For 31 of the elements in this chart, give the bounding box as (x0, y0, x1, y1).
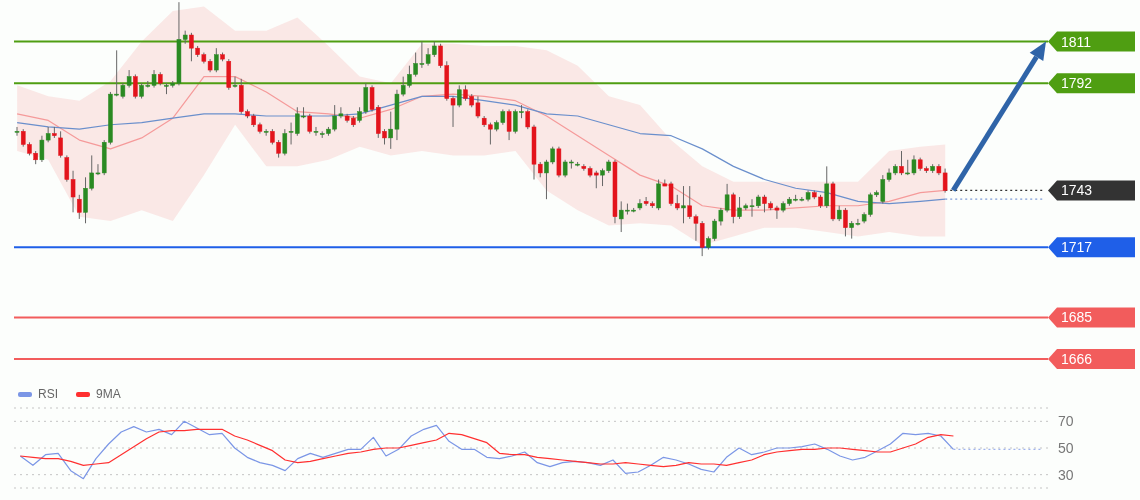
candlestick (899, 150, 904, 176)
candlestick (214, 47, 219, 73)
y-tick-label: 1792 (1061, 75, 1093, 92)
candlestick (232, 76, 238, 89)
candlestick (313, 126, 319, 137)
candlestick (731, 192, 736, 224)
line-series (16, 95, 946, 205)
candlestick (843, 207, 848, 237)
candlestick (681, 185, 686, 224)
y-tick-label: 1811 (1061, 33, 1092, 50)
legend-label: RSI (38, 387, 59, 401)
y-tick-label: 1666 (1061, 351, 1093, 368)
candlestick (14, 126, 20, 137)
y-tick-label: 30 (1058, 466, 1074, 483)
candlestick (506, 108, 512, 141)
candlestick (307, 113, 313, 135)
y-tick-label: 70 (1058, 413, 1074, 430)
candlestick (58, 130, 63, 159)
line-series (19, 420, 955, 480)
y-tick-label: 50 (1058, 440, 1074, 457)
y-tick-label: 1717 (1061, 239, 1093, 256)
legend-label: 9MA (96, 387, 121, 401)
y-tick-label: 1743 (1061, 182, 1093, 199)
candlestick (282, 128, 288, 156)
line-series (19, 428, 955, 468)
candlestick (77, 194, 82, 220)
y-tick-label: 1685 (1061, 309, 1093, 326)
candlestick (824, 165, 830, 209)
candlestick (457, 84, 462, 108)
candlestick (637, 198, 643, 211)
candlestick (133, 73, 138, 100)
